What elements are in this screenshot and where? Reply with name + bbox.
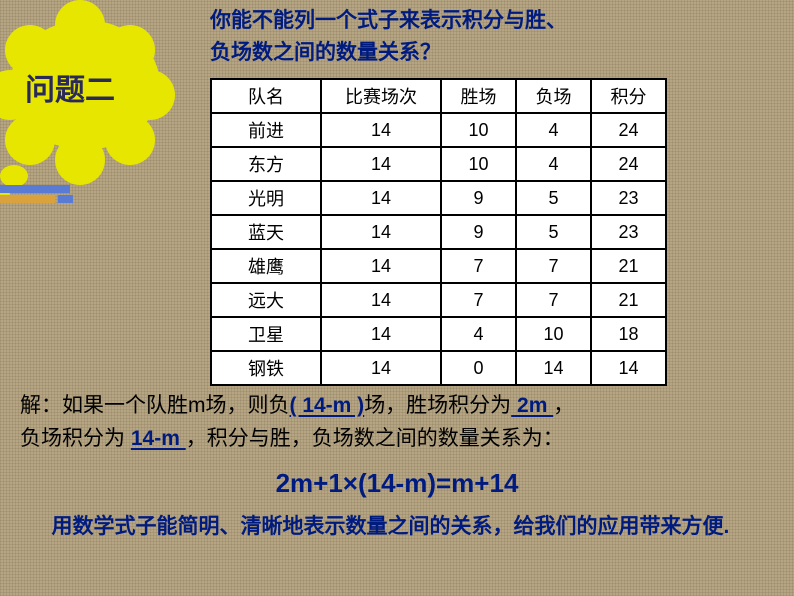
answer-part: 负场积分为 (20, 427, 131, 450)
answer-part: ， (553, 394, 574, 417)
table-row: 东方1410424 (211, 147, 666, 181)
table-cell: 7 (516, 249, 591, 283)
table-cell: 21 (591, 249, 666, 283)
table-cell: 蓝天 (211, 215, 321, 249)
table-cell: 18 (591, 317, 666, 351)
bubble-tail (0, 165, 28, 187)
table-cell: 24 (591, 147, 666, 181)
table-cell: 雄鹰 (211, 249, 321, 283)
question-line1: 你能不能列一个式子来表示积分与胜、 (210, 9, 567, 32)
table-cell: 5 (516, 215, 591, 249)
answer-text: 解：如果一个队胜m场，则负( 14-m )场，胜场积分为 2m ， 负场积分为 … (20, 390, 775, 455)
table-cell: 7 (441, 283, 516, 317)
answer-part: ，积分与胜，负场数之间的数量关系为： (186, 427, 564, 450)
table-row: 光明149523 (211, 181, 666, 215)
table-cell: 4 (516, 113, 591, 147)
table-body: 前进1410424东方1410424光明149523蓝天149523雄鹰1477… (211, 113, 666, 385)
th-games: 比赛场次 (321, 79, 441, 113)
data-table: 队名 比赛场次 胜场 负场 积分 前进1410424东方1410424光明149… (210, 78, 667, 386)
thought-bubble: 问题二 (0, 10, 170, 190)
table-cell: 10 (441, 113, 516, 147)
table-cell: 钢铁 (211, 351, 321, 385)
th-points: 积分 (591, 79, 666, 113)
table-cell: 14 (321, 351, 441, 385)
table-cell: 14 (321, 283, 441, 317)
table-cell: 5 (516, 181, 591, 215)
bubble-title: 问题二 (25, 65, 115, 109)
table-cell: 卫星 (211, 317, 321, 351)
blank-1: ( 14-m ) (290, 394, 365, 417)
table-cell: 21 (591, 283, 666, 317)
table-cell: 14 (591, 351, 666, 385)
table-cell: 14 (516, 351, 591, 385)
table-cell: 4 (441, 317, 516, 351)
th-wins: 胜场 (441, 79, 516, 113)
table-cell: 7 (441, 249, 516, 283)
table-cell: 14 (321, 181, 441, 215)
table-cell: 9 (441, 215, 516, 249)
table-row: 前进1410424 (211, 113, 666, 147)
table-cell: 4 (516, 147, 591, 181)
table-row: 雄鹰147721 (211, 249, 666, 283)
data-table-wrap: 队名 比赛场次 胜场 负场 积分 前进1410424东方1410424光明149… (210, 78, 667, 386)
th-losses: 负场 (516, 79, 591, 113)
answer-part: 场，胜场积分为 (364, 394, 511, 417)
th-name: 队名 (211, 79, 321, 113)
table-cell: 10 (516, 317, 591, 351)
table-cell: 前进 (211, 113, 321, 147)
equation: 2m+1×(14-m)=m+14 (0, 468, 794, 499)
table-cell: 14 (321, 317, 441, 351)
question-text: 你能不能列一个式子来表示积分与胜、 负场数之间的数量关系？ (210, 5, 770, 68)
blank-2: 2m (511, 394, 553, 417)
table-cell: 0 (441, 351, 516, 385)
table-row: 蓝天149523 (211, 215, 666, 249)
table-cell: 14 (321, 249, 441, 283)
table-row: 远大147721 (211, 283, 666, 317)
decorative-bar (0, 185, 70, 210)
table-cell: 14 (321, 147, 441, 181)
table-cell: 7 (516, 283, 591, 317)
table-cell: 24 (591, 113, 666, 147)
table-cell: 23 (591, 181, 666, 215)
table-cell: 远大 (211, 283, 321, 317)
table-cell: 14 (321, 215, 441, 249)
table-cell: 14 (321, 113, 441, 147)
table-row: 钢铁1401414 (211, 351, 666, 385)
table-cell: 9 (441, 181, 516, 215)
table-cell: 光明 (211, 181, 321, 215)
table-row: 卫星1441018 (211, 317, 666, 351)
conclusion: 用数学式子能简明、清晰地表示数量之间的关系，给我们的应用带来方便. (20, 510, 780, 544)
blank-3: 14-m (131, 427, 186, 450)
table-header-row: 队名 比赛场次 胜场 负场 积分 (211, 79, 666, 113)
table-cell: 10 (441, 147, 516, 181)
table-cell: 23 (591, 215, 666, 249)
table-cell: 东方 (211, 147, 321, 181)
question-line2: 负场数之间的数量关系？ (210, 41, 441, 64)
answer-part: 解：如果一个队胜m场，则负 (20, 394, 290, 417)
